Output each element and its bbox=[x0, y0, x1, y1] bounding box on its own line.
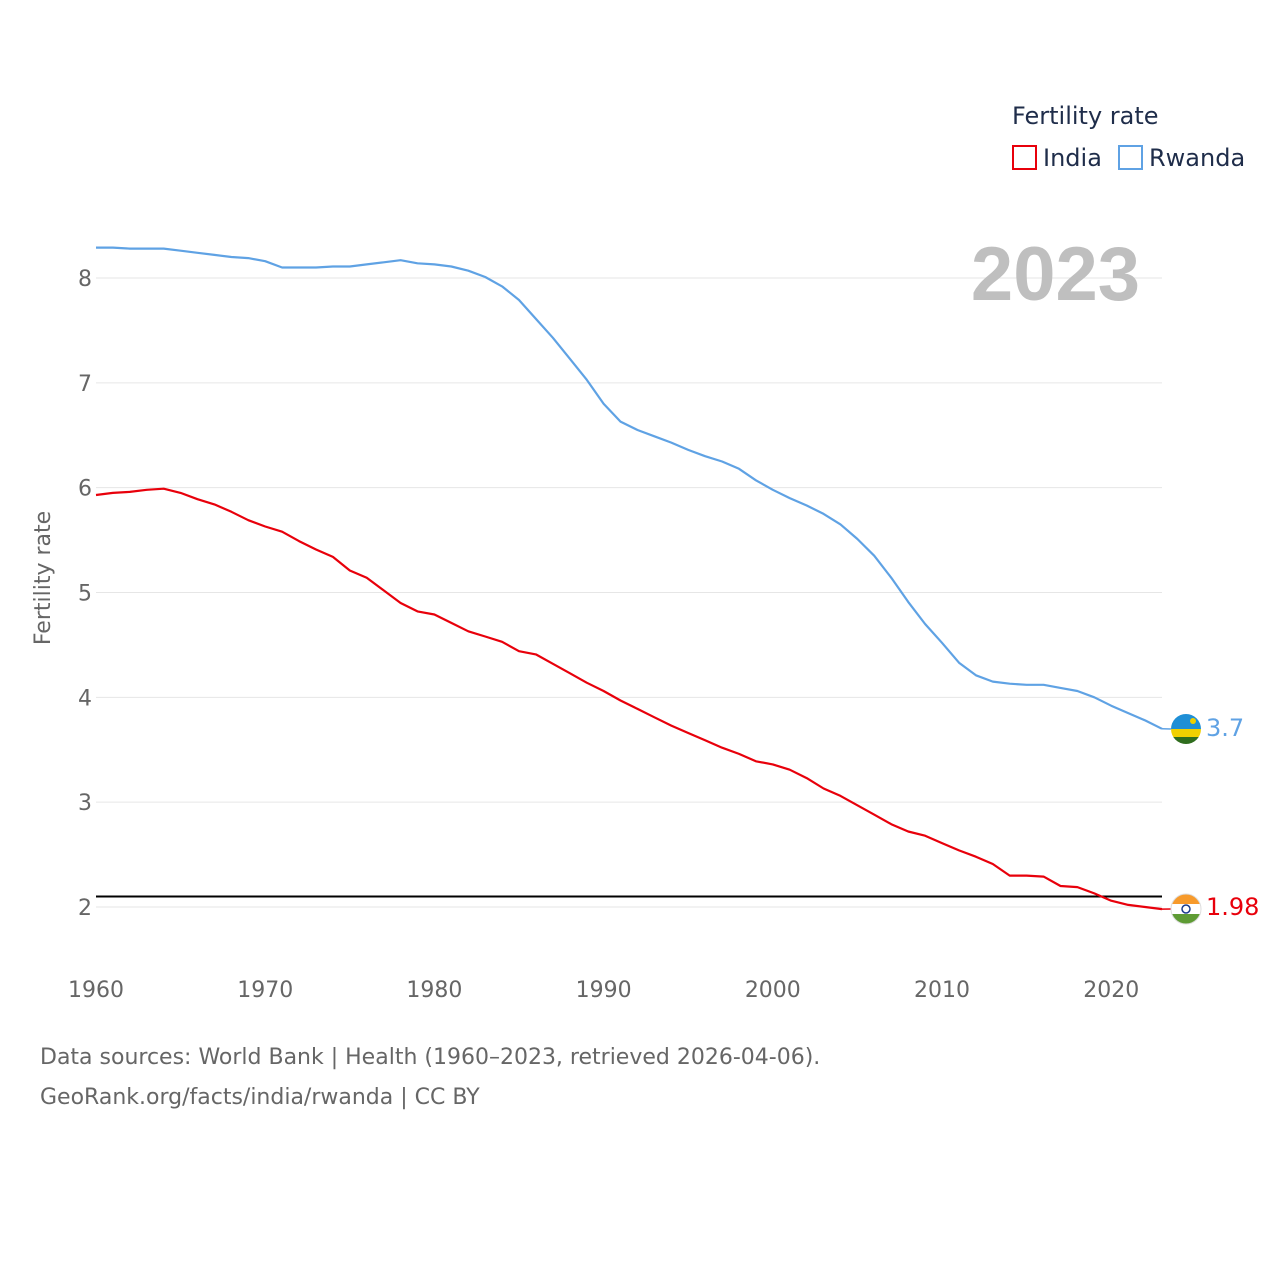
india-flag-icon bbox=[1171, 894, 1201, 924]
x-tick-labels: 1960 1970 1980 1990 2000 2010 2020 bbox=[68, 978, 1139, 1003]
legend-title: Fertility rate bbox=[1012, 102, 1159, 130]
legend-swatch-rwanda bbox=[1118, 145, 1143, 170]
x-tick-label-1960: 1960 bbox=[68, 978, 124, 1003]
series-line-rwanda bbox=[96, 246, 1163, 730]
y-tick-label-6: 6 bbox=[78, 477, 92, 502]
y-tick-labels: 2 3 4 5 6 7 8 bbox=[78, 267, 92, 921]
legend-swatch-india bbox=[1012, 145, 1037, 170]
series-lines bbox=[95, 246, 1172, 911]
series-line-india bbox=[95, 487, 1163, 911]
x-tick-label-2000: 2000 bbox=[745, 978, 801, 1003]
x-tick-label-1990: 1990 bbox=[576, 978, 632, 1003]
y-tick-label-2: 2 bbox=[78, 896, 92, 921]
y-tick-label-4: 4 bbox=[78, 686, 92, 711]
y-tick-label-7: 7 bbox=[78, 372, 92, 397]
y-tick-label-5: 5 bbox=[78, 582, 92, 607]
y-tick-label-8: 8 bbox=[78, 267, 92, 292]
y-tick-label-3: 3 bbox=[78, 791, 92, 816]
site-credit-link[interactable]: GeoRank.org/facts/india/rwanda | CC BY bbox=[40, 1085, 480, 1110]
x-tick-label-2010: 2010 bbox=[914, 978, 970, 1003]
x-tick-label-2020: 2020 bbox=[1083, 978, 1139, 1003]
legend: Fertility rate India Rwanda bbox=[1012, 102, 1245, 172]
rwanda-end-label: 3.7 bbox=[1206, 714, 1244, 742]
x-tick-label-1980: 1980 bbox=[406, 978, 462, 1003]
year-label: 2023 bbox=[971, 232, 1140, 317]
india-end-label: 1.98 bbox=[1206, 893, 1259, 921]
legend-label-rwanda: Rwanda bbox=[1149, 144, 1245, 172]
data-source-note: Data sources: World Bank | Health (1960–… bbox=[40, 1045, 821, 1070]
x-tick-label-1970: 1970 bbox=[237, 978, 293, 1003]
y-axis-title: Fertility rate bbox=[31, 511, 56, 645]
rwanda-flag-icon bbox=[1171, 714, 1201, 744]
gridlines bbox=[96, 277, 1162, 908]
fertility-rate-chart: 2 3 4 5 6 7 8 1960 1970 1980 1990 2000 2010 2020 Fer… bbox=[31, 102, 1259, 1003]
legend-label-india: India bbox=[1043, 144, 1102, 172]
